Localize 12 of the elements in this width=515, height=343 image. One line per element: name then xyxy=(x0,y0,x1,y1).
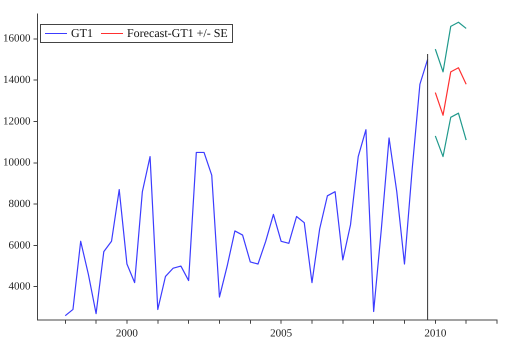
y-tick-label: 10000 xyxy=(3,156,31,169)
y-tick-label: 12000 xyxy=(3,115,31,128)
y-tick-label: 8000 xyxy=(8,198,31,210)
x-tick-label: 2000 xyxy=(116,327,138,340)
y-tick-label: 6000 xyxy=(8,239,31,252)
y-tick-label: 4000 xyxy=(8,280,31,293)
y-tick-label: 14000 xyxy=(3,74,31,86)
y-tick-label: 16000 xyxy=(3,32,31,45)
x-tick-label: 2005 xyxy=(270,327,293,340)
legend-label: GT1 xyxy=(71,26,93,41)
x-tick-label: 2010 xyxy=(424,327,447,340)
legend-label: Forecast-GT1 +/- SE xyxy=(127,26,228,41)
